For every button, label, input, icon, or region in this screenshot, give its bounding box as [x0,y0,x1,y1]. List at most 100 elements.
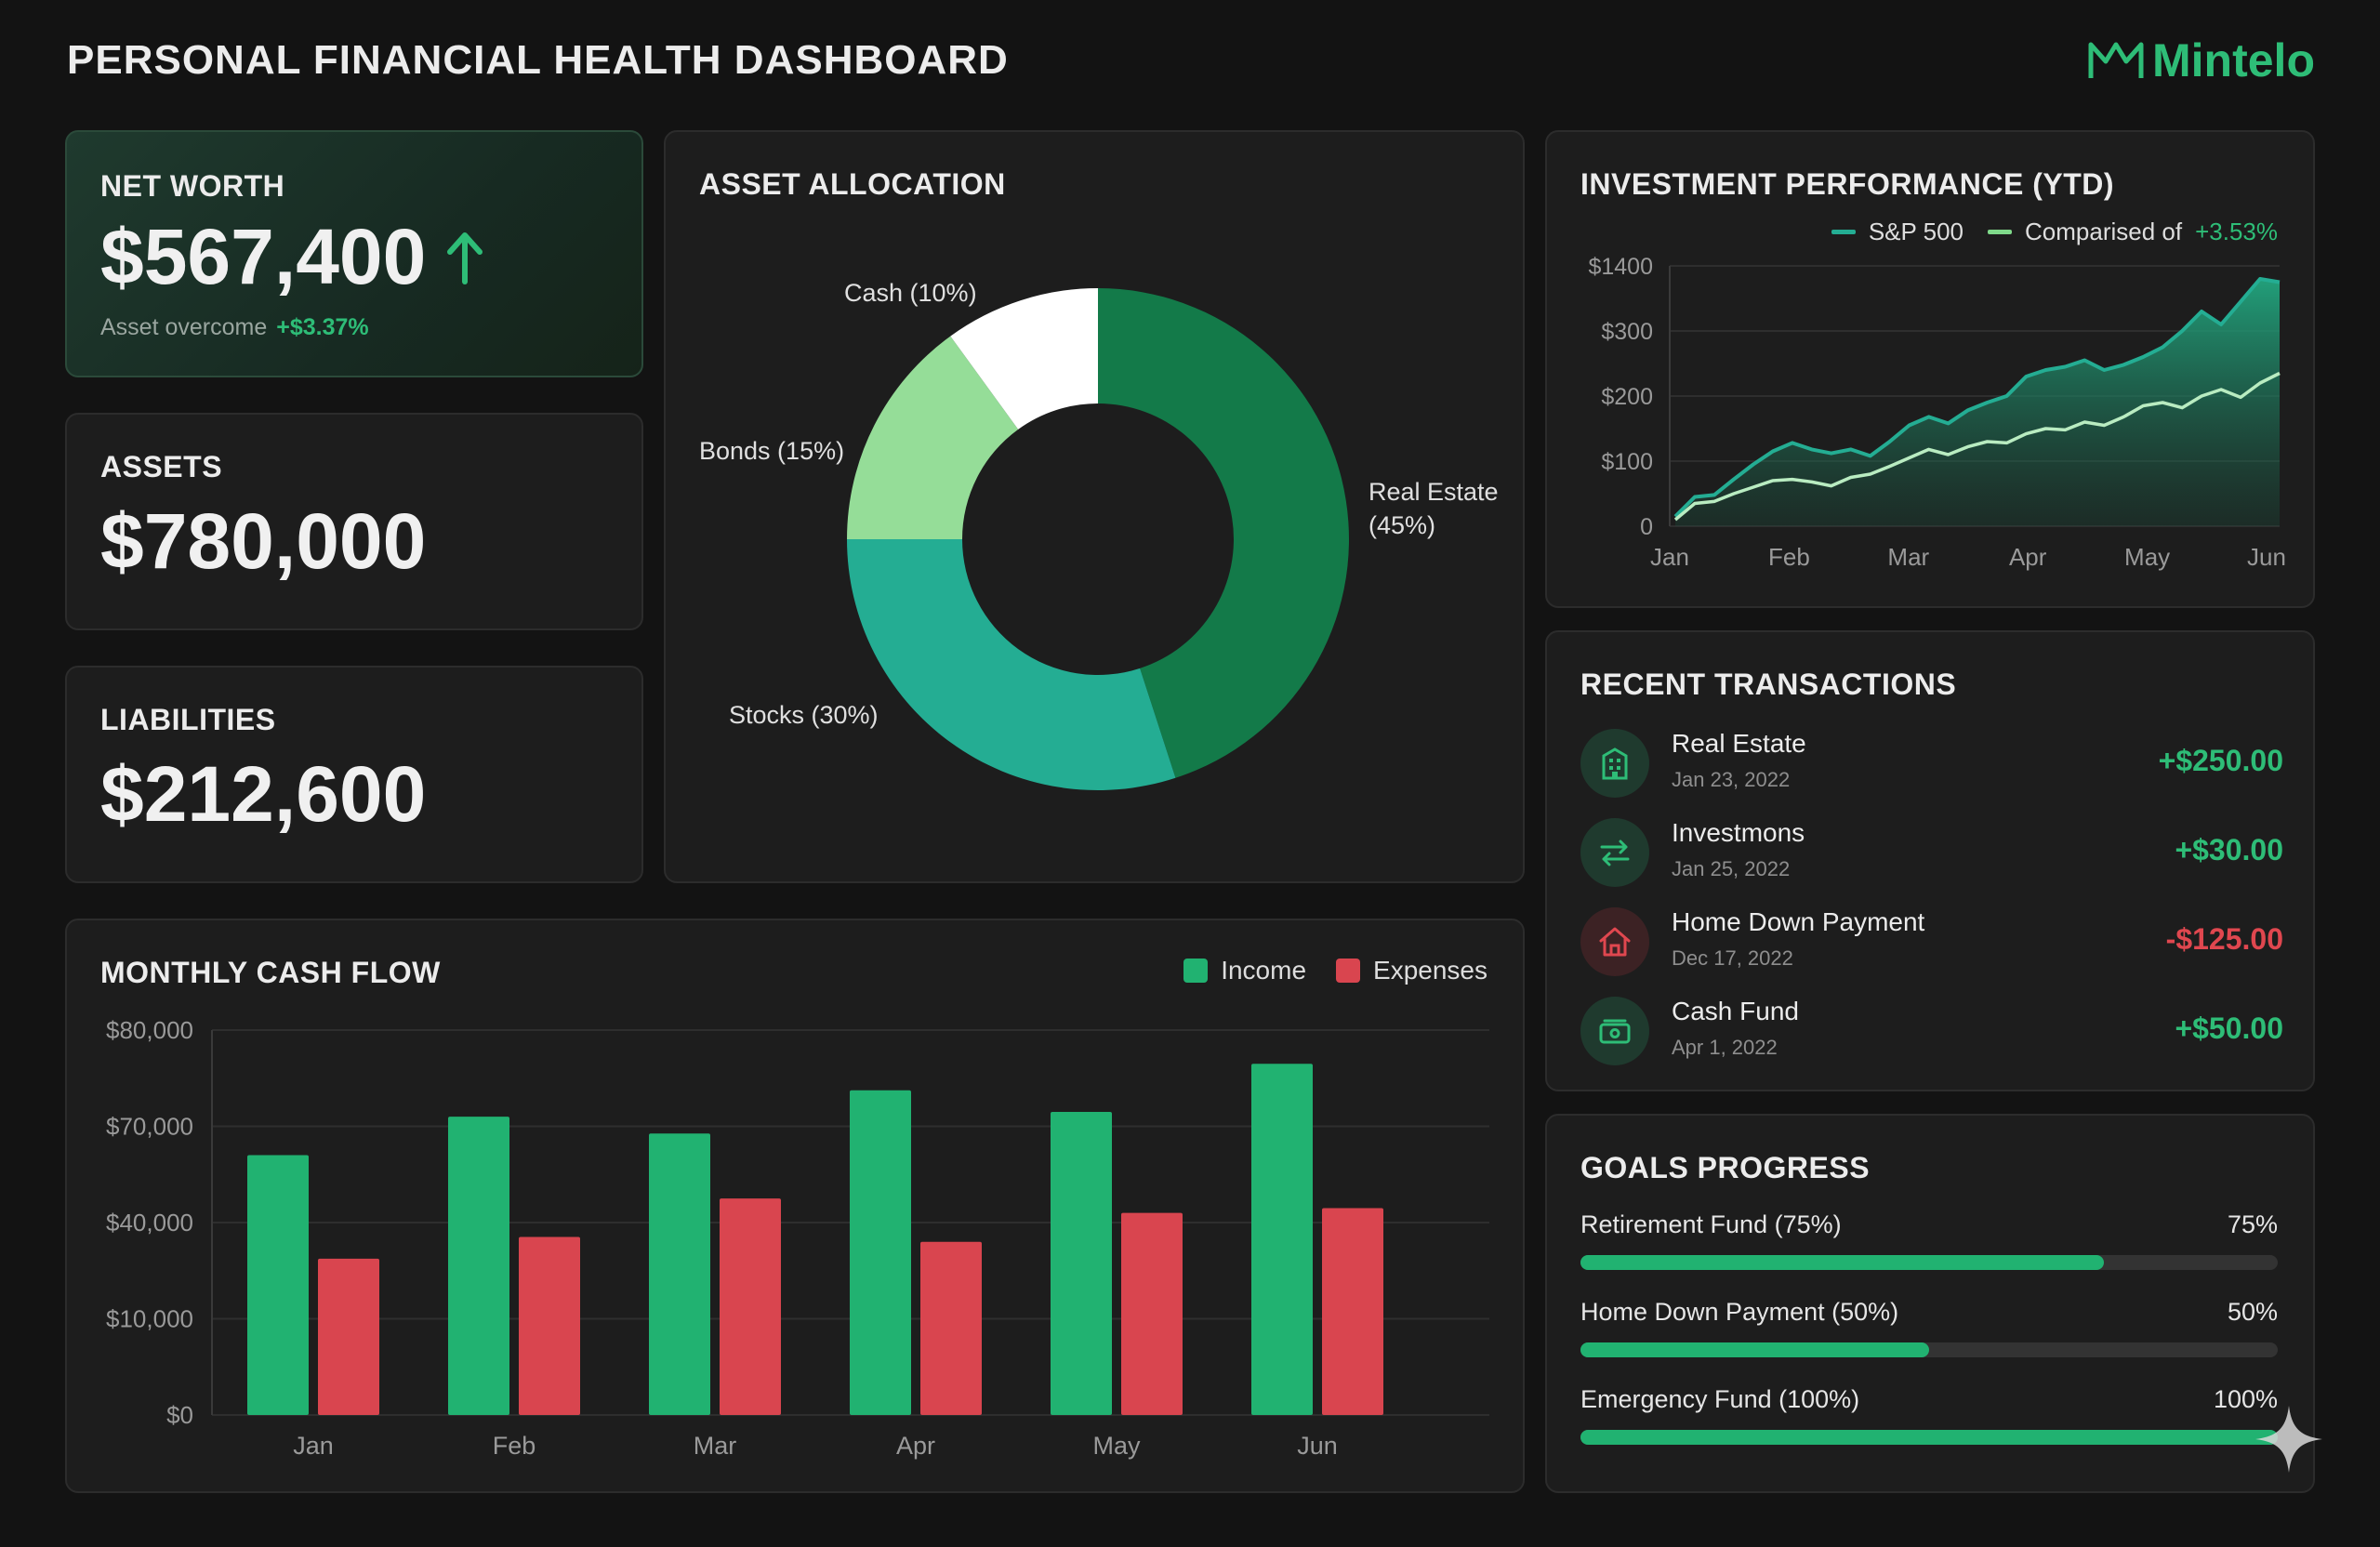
legend-swatch-sp500 [1831,230,1856,234]
net-worth-change-label: Asset overcome [100,314,268,340]
assets-card: ASSETS $780,000 [65,413,643,630]
cash-x-tick-label: Jun [1297,1432,1338,1460]
cash-bar-income-feb[interactable] [448,1117,509,1415]
cash-bar-income-may[interactable] [1051,1111,1112,1415]
goal-progress-fill [1580,1430,2278,1445]
goal-progress-track [1580,1342,2278,1357]
transaction-date: Jan 23, 2022 [1672,768,1791,791]
legend-swatch-income [1183,959,1209,983]
cash-flow-legend: Income Expenses [1183,956,1488,985]
cash-y-tick-label: $40,000 [106,1209,193,1236]
transaction-row[interactable]: Cash Fund Apr 1, 2022 +$50.00 [1580,993,2283,1073]
transaction-row[interactable]: Investmons Jan 25, 2022 +$30.00 [1580,814,2283,894]
transaction-amount: +$30.00 [2175,833,2283,866]
transaction-date: Apr 1, 2022 [1672,1036,1778,1059]
transfer-icon [1580,818,1649,887]
legend-label-comparison: Comparised of [2025,218,2183,245]
donut-slice-cash[interactable] [950,288,1098,430]
cash-bar-income-apr[interactable] [850,1090,911,1415]
net-worth-card: NET WORTH $567,400 Asset overcome +$3.37% [65,130,643,377]
goal-item: Retirement Fund (75%) 75% [1580,1210,2278,1294]
cash-bar-expenses-jun[interactable] [1322,1208,1383,1415]
transaction-row[interactable]: Home Down Payment Dec 17, 2022 -$125.00 [1580,904,2283,984]
donut-label-real-estate-pct: (45%) [1368,511,1435,539]
home-icon [1580,907,1649,976]
transaction-amount: +$250.00 [2158,744,2283,777]
building-icon [1580,729,1649,798]
net-worth-title: NET WORTH [100,169,285,203]
legend-label-expenses: Expenses [1373,956,1488,985]
cash-x-tick-label: Feb [493,1432,536,1460]
goal-percent: 50% [2227,1298,2278,1326]
goal-progress-fill [1580,1342,1929,1357]
cash-x-tick-label: Apr [896,1432,935,1460]
perf-area-sp500 [1675,279,2280,526]
assets-title: ASSETS [100,450,223,483]
cash-y-tick-label: $80,000 [106,1016,193,1044]
recent-transactions-card: RECENT TRANSACTIONS Real Estate Jan 23, … [1545,630,2315,1091]
cash-icon [1580,997,1649,1065]
monthly-cash-flow-chart: $0 $10,000 $40,000 $70,000 $80,000 Jan Feb Mar… [106,1016,1489,1460]
cash-bar-income-jan[interactable] [247,1155,309,1415]
legend-label-income: Income [1221,956,1307,985]
asset-allocation-title: ASSET ALLOCATION [699,167,1006,201]
liabilities-value: $212,600 [100,750,427,838]
legend-label-sp500: S&P 500 [1868,218,1964,245]
donut-label-cash: Cash (10%) [844,279,977,307]
perf-y-tick-label: $200 [1601,384,1653,410]
cash-bar-income-mar[interactable] [649,1133,710,1415]
goal-progress-track [1580,1430,2278,1445]
net-worth-value-row: $567,400 [100,212,485,302]
goal-progress-fill [1580,1255,2104,1270]
transaction-amount: -$125.00 [2165,922,2283,956]
net-worth-value: $567,400 [100,213,427,300]
perf-x-tick-label: May [2124,543,2170,571]
goal-percent: 75% [2227,1210,2278,1238]
perf-y-tick-label: $1400 [1588,254,1653,280]
perf-y-tick-label: $300 [1601,319,1653,345]
cash-bar-expenses-feb[interactable] [519,1236,580,1415]
investment-performance-chart: 0 $100 $200 $300 $1400 Jan Feb Mar Apr May Jun [1588,254,2286,571]
assets-value: $780,000 [100,497,427,585]
monthly-cash-flow-card: MONTHLY CASH FLOW Income Expenses $0 $10,… [65,919,1525,1493]
perf-line-sp500[interactable] [1673,277,2281,518]
cash-bar-expenses-may[interactable] [1121,1212,1183,1415]
brand-name: Mintelo [2152,34,2315,86]
transaction-name: Home Down Payment [1672,907,1925,936]
cash-y-tick-label: $10,000 [106,1305,193,1333]
monthly-cash-flow-title: MONTHLY CASH FLOW [100,956,441,989]
cash-bar-expenses-jan[interactable] [318,1258,379,1415]
donut-label-bonds: Bonds (15%) [699,437,844,465]
performance-legend: S&P 500 Comparised of +3.53% [1831,218,2278,246]
legend-swatch-expenses [1336,959,1361,983]
donut-label-stocks: Stocks (30%) [729,701,879,729]
perf-x-tick-label: Jan [1650,543,1689,571]
goals-progress-card: GOALS PROGRESS Retirement Fund (75%) 75%… [1545,1114,2322,1493]
donut-slice-bonds[interactable] [847,336,1019,539]
brand-logo[interactable]: Mintelo [2087,33,2315,87]
net-worth-change-pct: +$3.37% [276,314,369,340]
mountain-logo-icon [2088,42,2144,78]
transaction-row[interactable]: Real Estate Jan 23, 2022 +$250.00 [1580,725,2283,805]
perf-x-tick-label: Feb [1768,543,1810,571]
donut-slice-stocks[interactable] [847,539,1176,790]
transaction-name: Cash Fund [1672,997,1799,1025]
asset-allocation-card: ASSET ALLOCATION Cash (10%) Bonds (15%) … [664,130,1525,883]
perf-x-tick-label: Jun [2247,543,2286,571]
cash-bar-expenses-apr[interactable] [920,1241,982,1415]
goal-item: Home Down Payment (50%) 50% [1580,1298,2278,1382]
goal-label: Emergency Fund (100%) [1580,1385,1860,1413]
recent-transactions-title: RECENT TRANSACTIONS [1580,668,1957,701]
goal-item: Emergency Fund (100%) 100% [1580,1385,2278,1469]
cash-bar-expenses-mar[interactable] [720,1198,781,1415]
perf-line-comparison[interactable] [1673,371,2281,522]
goal-label: Retirement Fund (75%) [1580,1210,1842,1238]
cash-bar-income-jun[interactable] [1251,1064,1313,1415]
cash-x-tick-label: Mar [694,1432,737,1460]
transaction-name: Investmons [1672,818,1805,847]
arrow-up-icon [447,231,483,284]
donut-slice-real-estate[interactable] [1098,288,1349,778]
net-worth-change: Asset overcome +$3.37% [100,314,369,341]
liabilities-card: LIABILITIES $212,600 [65,666,643,883]
cash-x-tick-label: May [1092,1432,1141,1460]
